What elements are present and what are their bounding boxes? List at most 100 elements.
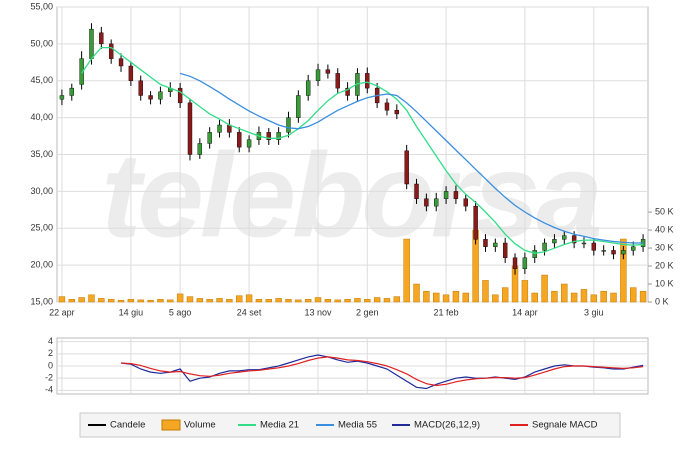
candle-body <box>532 250 537 258</box>
volume-bar <box>255 299 263 303</box>
volume-bar <box>226 299 233 303</box>
y-tick-label: 55,00 <box>30 1 53 11</box>
candle-body <box>207 132 212 144</box>
candle-body <box>601 250 606 252</box>
candle-body <box>414 183 419 199</box>
candle-body <box>443 191 449 199</box>
candle-body <box>404 150 409 185</box>
x-tick-label: 22 apr <box>49 307 75 317</box>
x-tick-label: 14 giu <box>119 307 144 317</box>
volume-bar <box>107 299 115 303</box>
moving-average <box>81 46 644 254</box>
legend-label: Media 55 <box>338 420 377 431</box>
candle-body <box>335 73 340 89</box>
y-tick-label: 40,00 <box>30 112 53 122</box>
volume-bar <box>344 299 351 303</box>
y2-tick-label: 20 K <box>655 260 674 270</box>
volume-bar <box>147 299 154 303</box>
legend-label: Volume <box>184 420 216 431</box>
volume-bar <box>492 294 499 303</box>
legend-swatch <box>161 419 181 431</box>
candle-body <box>483 239 488 247</box>
volume-bar <box>442 294 450 303</box>
volume-bar <box>639 290 647 303</box>
candle-body <box>177 87 183 104</box>
volume-bar <box>413 283 420 303</box>
candle-body <box>493 242 498 247</box>
volume-bar <box>521 280 529 303</box>
watermark: teleborsa <box>101 129 600 263</box>
candle-body <box>463 198 468 207</box>
y-tick-label: 30,00 <box>30 186 53 196</box>
candle-body <box>187 102 193 155</box>
x-tick-label: 13 nov <box>305 307 333 317</box>
y2-tick-label: 0 K <box>655 296 669 306</box>
volume-bar <box>58 296 66 303</box>
candle-body <box>286 117 291 133</box>
volume-bar <box>117 299 125 303</box>
volume-bar <box>373 297 381 303</box>
candle-body <box>424 198 429 207</box>
candle-body <box>325 69 331 74</box>
candle-body <box>453 191 459 199</box>
y-tick-label: 2 <box>48 348 53 358</box>
volume-bar <box>433 292 440 303</box>
y2-tick-label: 50 K <box>655 206 674 216</box>
x-tick-label: 5 ago <box>169 307 192 317</box>
volume-bar <box>580 289 588 303</box>
y-tick-label: 20,00 <box>30 260 53 270</box>
candle-body <box>345 87 350 96</box>
legend-label: Segnale MACD <box>532 420 598 431</box>
volume-bar <box>176 293 184 303</box>
macd-line <box>120 354 644 390</box>
candle-body <box>305 80 311 96</box>
volume-bar <box>78 297 85 303</box>
candle-body <box>69 87 74 96</box>
candle-body <box>59 95 65 100</box>
volume-bar <box>186 296 194 303</box>
volume-bar <box>462 292 469 303</box>
x-tick-label: 21 feb <box>434 307 459 317</box>
candle-body <box>522 257 528 270</box>
candle-body <box>197 143 203 155</box>
volume-bar <box>482 280 489 303</box>
candle-body <box>512 257 518 270</box>
y-tick-label: -4 <box>45 385 53 395</box>
volume-bar <box>137 299 144 303</box>
candle-body <box>217 124 222 133</box>
volume-bar <box>393 296 401 303</box>
candle-body <box>552 239 557 244</box>
volume-bar <box>314 297 322 303</box>
candle-body <box>591 242 597 251</box>
candle-body <box>99 32 104 45</box>
volume-bar <box>236 295 243 303</box>
candle-body <box>118 58 124 67</box>
volume-bar <box>403 238 410 303</box>
candle-body <box>562 235 567 240</box>
volume-bar <box>245 294 253 303</box>
volume-bar <box>541 274 548 303</box>
volume-bar <box>324 299 332 303</box>
volume-bar <box>590 294 598 303</box>
volume-bar <box>285 299 292 303</box>
candle-body <box>237 132 242 148</box>
candle-body <box>89 28 94 59</box>
candle-body <box>542 242 547 251</box>
volume-bar <box>383 298 391 303</box>
candle-body <box>128 65 134 81</box>
volume-bar <box>216 298 223 303</box>
y2-tick-label: 40 K <box>655 224 674 234</box>
legend-label: MACD(26,12,9) <box>414 420 480 431</box>
volume-bar <box>157 299 164 303</box>
moving-average <box>179 72 644 244</box>
volume-bar <box>423 290 430 303</box>
candle-body <box>296 95 301 118</box>
volume-bar <box>88 294 95 303</box>
candle-body <box>108 43 114 59</box>
y-tick-label: 45,00 <box>30 75 53 85</box>
candle-body <box>394 110 400 115</box>
volume-bar <box>334 299 341 303</box>
y-tick-label: 4 <box>48 336 53 346</box>
candle-body <box>138 80 143 96</box>
volume-bar <box>196 298 204 303</box>
